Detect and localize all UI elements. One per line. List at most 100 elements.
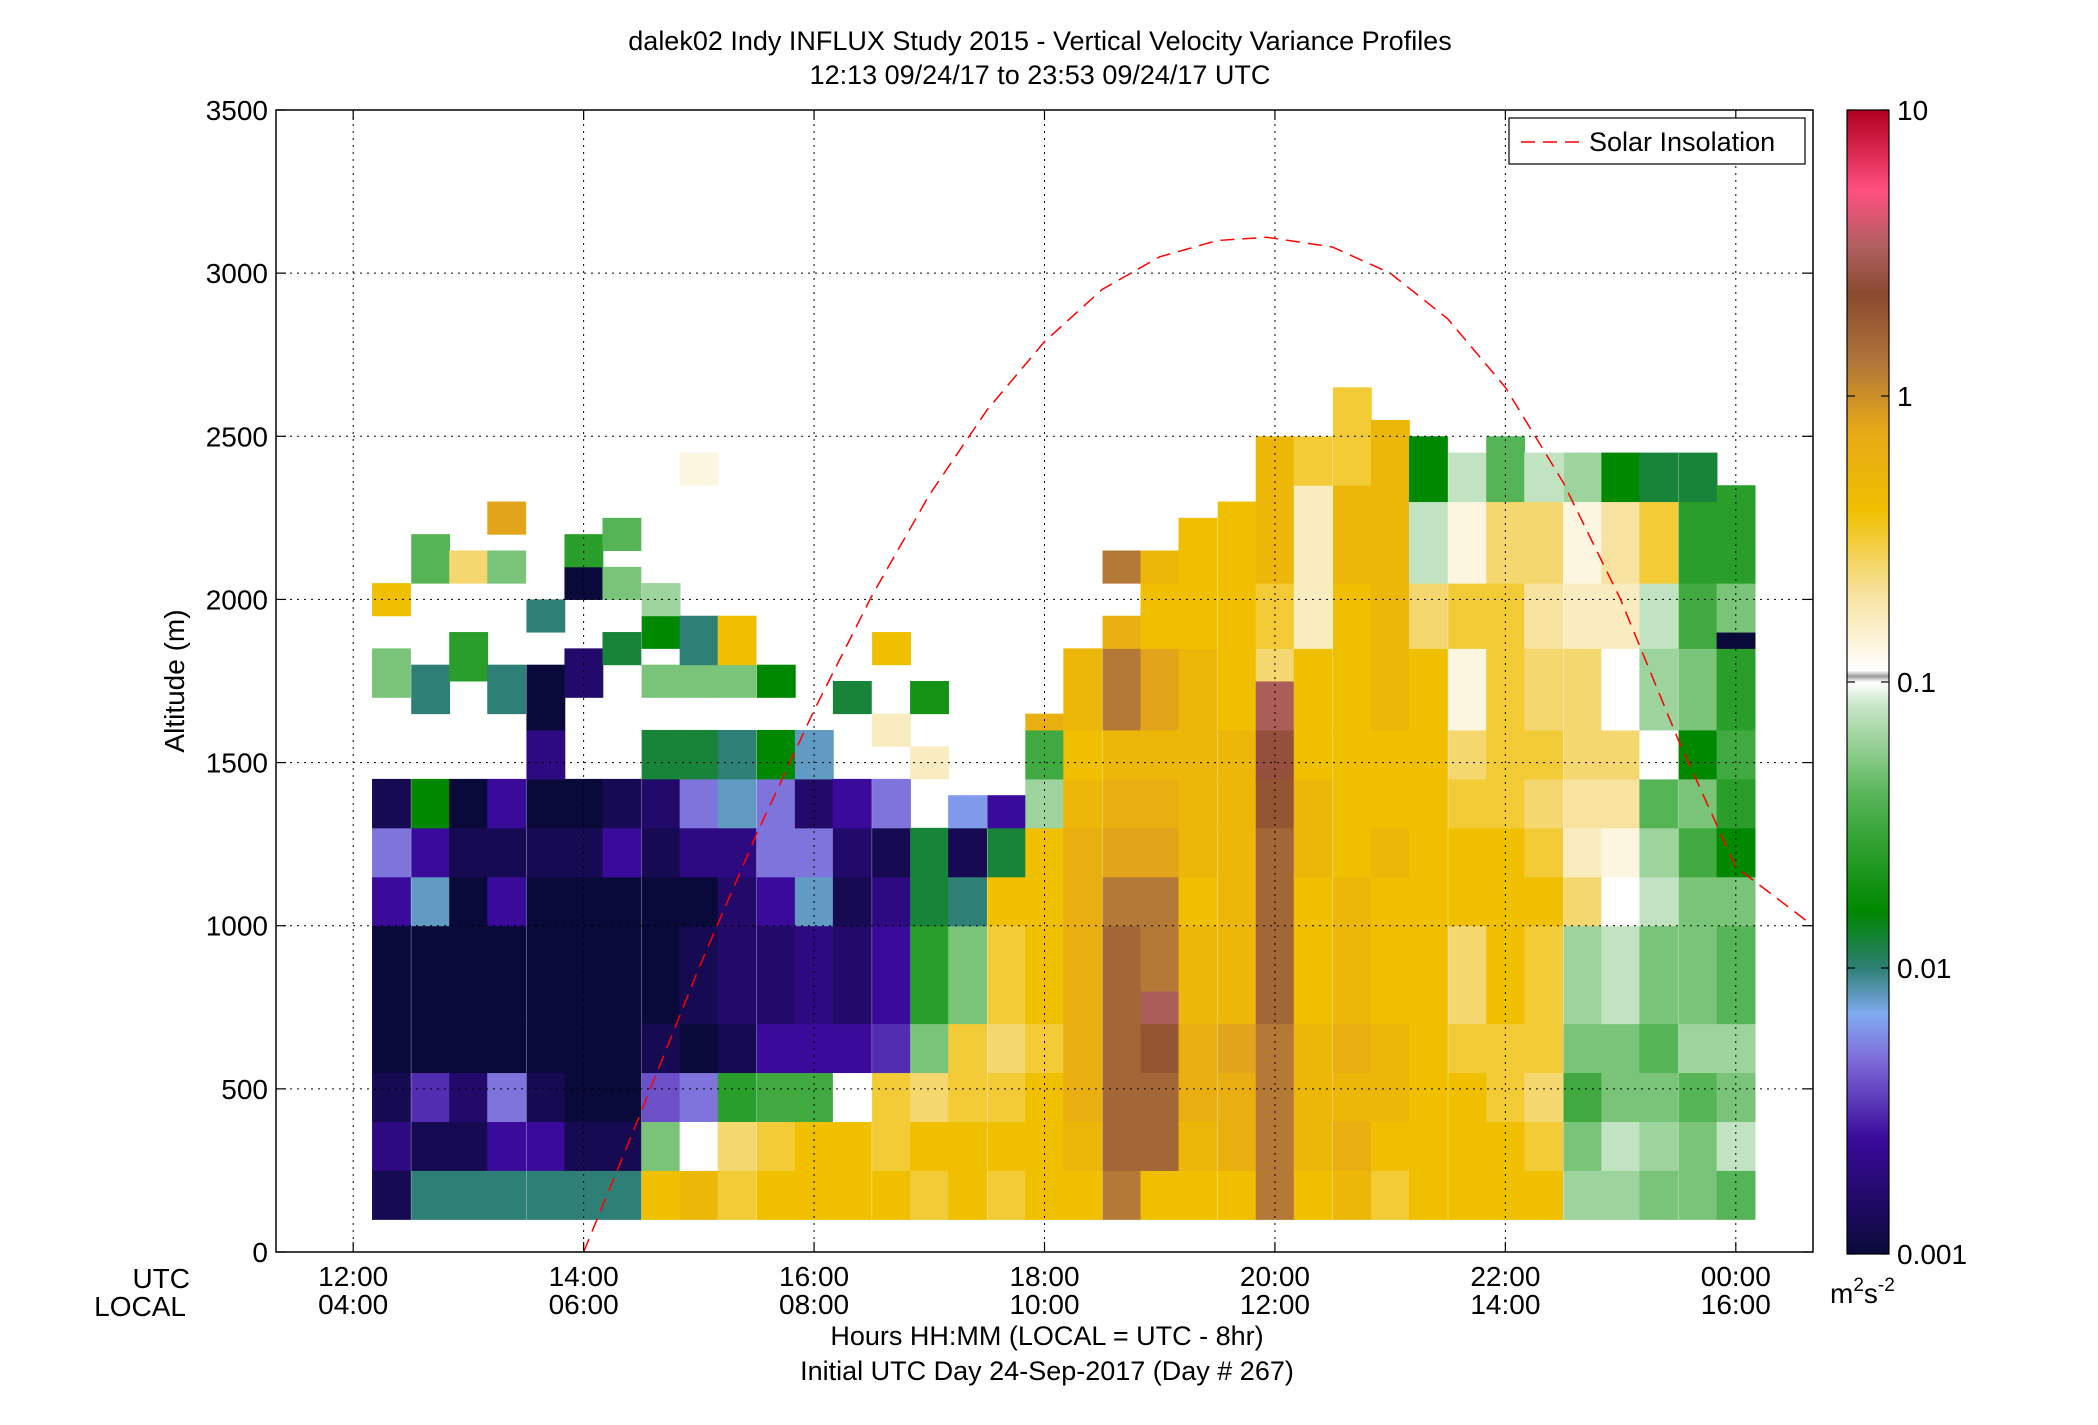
- heatmap-cell: [1102, 1170, 1142, 1220]
- heatmap-cell: [1408, 925, 1448, 1025]
- heatmap-cell: [948, 827, 987, 878]
- heatmap-cell: [526, 876, 566, 927]
- heatmap-cell: [487, 1121, 527, 1171]
- heatmap-cell: [641, 615, 681, 649]
- heatmap-cell: [411, 1121, 451, 1171]
- x-tick-label-utc: 14:00: [549, 1261, 619, 1292]
- colorbar-tick-label: 0.001: [1897, 1239, 1967, 1270]
- heatmap-cell: [1408, 436, 1448, 503]
- heatmap-cell: [1448, 925, 1488, 1025]
- heatmap-cell: [526, 729, 566, 780]
- x-tick-label-local: 12:00: [1240, 1289, 1310, 1320]
- heatmap-cell: [1639, 925, 1679, 1025]
- heatmap-cell: [411, 1072, 451, 1122]
- heatmap-cell: [1639, 1023, 1679, 1074]
- heatmap-cell: [1370, 729, 1410, 780]
- heatmap-cell: [641, 729, 681, 780]
- heatmap-cell: [1178, 517, 1218, 584]
- heatmap-cell: [1678, 1072, 1718, 1122]
- heatmap-cell: [1678, 1023, 1718, 1074]
- colorbar-tick-label: 0.1: [1897, 667, 1936, 698]
- heatmap-cell: [1524, 925, 1564, 1025]
- heatmap-cell: [1716, 485, 1756, 584]
- heatmap-cell: [948, 1170, 987, 1220]
- heatmap-cell: [756, 1170, 796, 1220]
- heatmap-cell: [987, 795, 1027, 829]
- heatmap-cell: [1332, 583, 1372, 649]
- heatmap-cell: [1178, 827, 1218, 878]
- x-tick-label-local: 14:00: [1470, 1289, 1540, 1320]
- heatmap-cell: [1370, 925, 1410, 1025]
- heatmap-cell: [1217, 583, 1257, 649]
- heatmap-cell: [1563, 1121, 1603, 1171]
- heatmap-cell: [372, 583, 411, 617]
- heatmap-cell: [1563, 1072, 1603, 1122]
- heatmap-cell: [872, 1170, 911, 1220]
- heatmap-cell: [487, 1072, 527, 1122]
- heatmap-cell: [1601, 729, 1641, 780]
- heatmap-cell: [1178, 1170, 1218, 1220]
- heatmap-cell: [1639, 827, 1679, 878]
- heatmap-cell: [1563, 452, 1603, 503]
- heatmap-cell: [948, 1023, 987, 1074]
- heatmap-cell: [1563, 925, 1603, 1025]
- heatmap-cell: [1408, 1121, 1448, 1171]
- x-tick-label-utc: 18:00: [1009, 1261, 1079, 1292]
- heatmap-cell: [526, 827, 566, 878]
- heatmap-cell: [1601, 1121, 1641, 1171]
- heatmap-cell: [679, 778, 719, 829]
- heatmap-cell: [449, 550, 489, 584]
- heatmap-cell: [1370, 583, 1410, 649]
- y-tick-label: 0: [252, 1237, 268, 1268]
- heatmap-cell: [679, 876, 719, 927]
- heatmap-cell: [411, 778, 451, 829]
- heatmap-cell: [487, 550, 527, 584]
- heatmap-cell: [1639, 729, 1679, 780]
- heatmap-cell: [1102, 778, 1142, 829]
- heatmap-cell: [1408, 501, 1448, 584]
- heatmap-cell: [372, 1121, 411, 1171]
- heatmap-cell: [1140, 583, 1180, 649]
- heatmap-cell: [1293, 876, 1333, 927]
- heatmap-cell: [1293, 827, 1333, 878]
- chart-subtitle: 12:13 09/24/17 to 23:53 09/24/17 UTC: [810, 60, 1271, 90]
- heatmap-cell: [1063, 648, 1103, 731]
- heatmap-cell: [372, 827, 411, 878]
- solar-insolation-line: [582, 236, 1813, 1252]
- heatmap-cell: [1408, 876, 1448, 927]
- heatmap-cell: [1408, 729, 1448, 780]
- heatmap-cell: [1063, 1072, 1103, 1122]
- heatmap-cell: [1678, 648, 1718, 731]
- heatmap-cell: [1601, 778, 1641, 829]
- heatmap-cell: [411, 925, 451, 1025]
- heatmap-cell: [1448, 583, 1488, 649]
- heatmap-cell: [1601, 648, 1641, 731]
- heatmap-cell: [641, 1072, 681, 1122]
- heatmap-cell: [1486, 925, 1526, 1025]
- heatmap-cell: [1408, 778, 1448, 829]
- heatmap-cell: [1678, 501, 1718, 584]
- heatmap-cell: [679, 1023, 719, 1074]
- x-axis: 12:0004:0014:0006:0016:0008:0018:0010:00…: [318, 110, 1771, 1320]
- legend-entry-solar-insolation: Solar Insolation: [1589, 127, 1775, 157]
- heatmap-cell: [679, 925, 719, 1025]
- heatmap-cell: [1140, 1121, 1180, 1171]
- heatmap-cell: [1332, 778, 1372, 829]
- heatmap-cell: [832, 1121, 872, 1171]
- x-tick-label-local: 08:00: [779, 1289, 849, 1320]
- heatmap-cell: [1140, 729, 1180, 780]
- heatmap-cell: [1563, 1023, 1603, 1074]
- heatmap-cell: [1332, 648, 1372, 731]
- heatmap-cell: [872, 925, 911, 1025]
- heatmap-cell: [487, 1023, 527, 1074]
- heatmap-cell: [679, 615, 719, 666]
- heatmap-cell: [1448, 452, 1488, 503]
- heatmap-cell: [1678, 778, 1718, 829]
- heatmap-cell: [832, 925, 872, 1025]
- heatmap-cell: [679, 1072, 719, 1122]
- y-tick-label: 3500: [206, 95, 268, 126]
- heatmap-cell: [872, 1023, 911, 1074]
- y-tick-label: 2000: [206, 584, 268, 615]
- heatmap-cell: [1486, 501, 1526, 584]
